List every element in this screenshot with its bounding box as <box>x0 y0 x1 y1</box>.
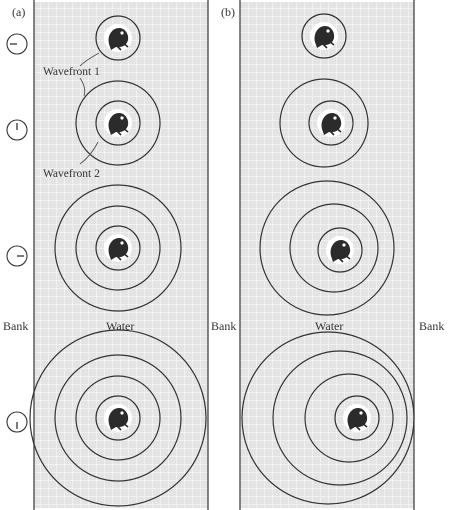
wave-ring <box>95 100 141 146</box>
clock-icon <box>6 245 28 267</box>
frog-icon <box>104 234 132 262</box>
wave-ring <box>54 354 182 482</box>
wavefront-1-leader <box>79 52 100 67</box>
right-bank-label: Bank <box>419 319 445 333</box>
wave-ring <box>317 227 363 273</box>
water-label-b: Water <box>315 319 344 333</box>
wavefront-2-label: Wavefront 2 <box>43 168 100 180</box>
frog-icon <box>104 404 132 432</box>
water-label-a: Water <box>106 319 135 333</box>
wave-ring <box>289 203 379 293</box>
wave-ring <box>272 350 408 486</box>
left-bank-label: Bank <box>3 319 29 333</box>
wavefront-2-leader <box>79 141 99 165</box>
frog-icon <box>104 109 132 137</box>
wave-ring <box>29 329 207 507</box>
wave-ring <box>259 180 395 316</box>
frog-icon <box>326 236 354 264</box>
frog-icon <box>317 109 345 137</box>
wave-ring <box>95 225 141 271</box>
frog-icon <box>104 24 132 52</box>
wave-ring <box>308 100 354 146</box>
wave-ring <box>75 205 161 291</box>
clock-icon <box>6 33 28 55</box>
wave-ring <box>241 331 415 505</box>
wave-ring <box>301 13 347 59</box>
wave-ring <box>54 184 182 312</box>
panel-label-b: (b) <box>221 5 235 19</box>
wave-ring <box>304 373 394 463</box>
wave-ring <box>75 80 161 166</box>
clock-icon <box>6 411 28 433</box>
clock-icon <box>6 119 28 141</box>
panel-label-a: (a) <box>12 5 26 19</box>
wave-ring <box>334 395 380 441</box>
wavefront-1-leader <box>79 77 86 97</box>
frog-icon <box>310 22 338 50</box>
wave-ring <box>95 395 141 441</box>
middle-bank-label: Bank <box>211 319 237 333</box>
wavefront-1-label: Wavefront 1 <box>43 66 100 78</box>
frog-icon <box>343 404 371 432</box>
wave-ring <box>95 15 141 61</box>
wave-ring <box>75 375 161 461</box>
wave-ring <box>279 78 369 168</box>
